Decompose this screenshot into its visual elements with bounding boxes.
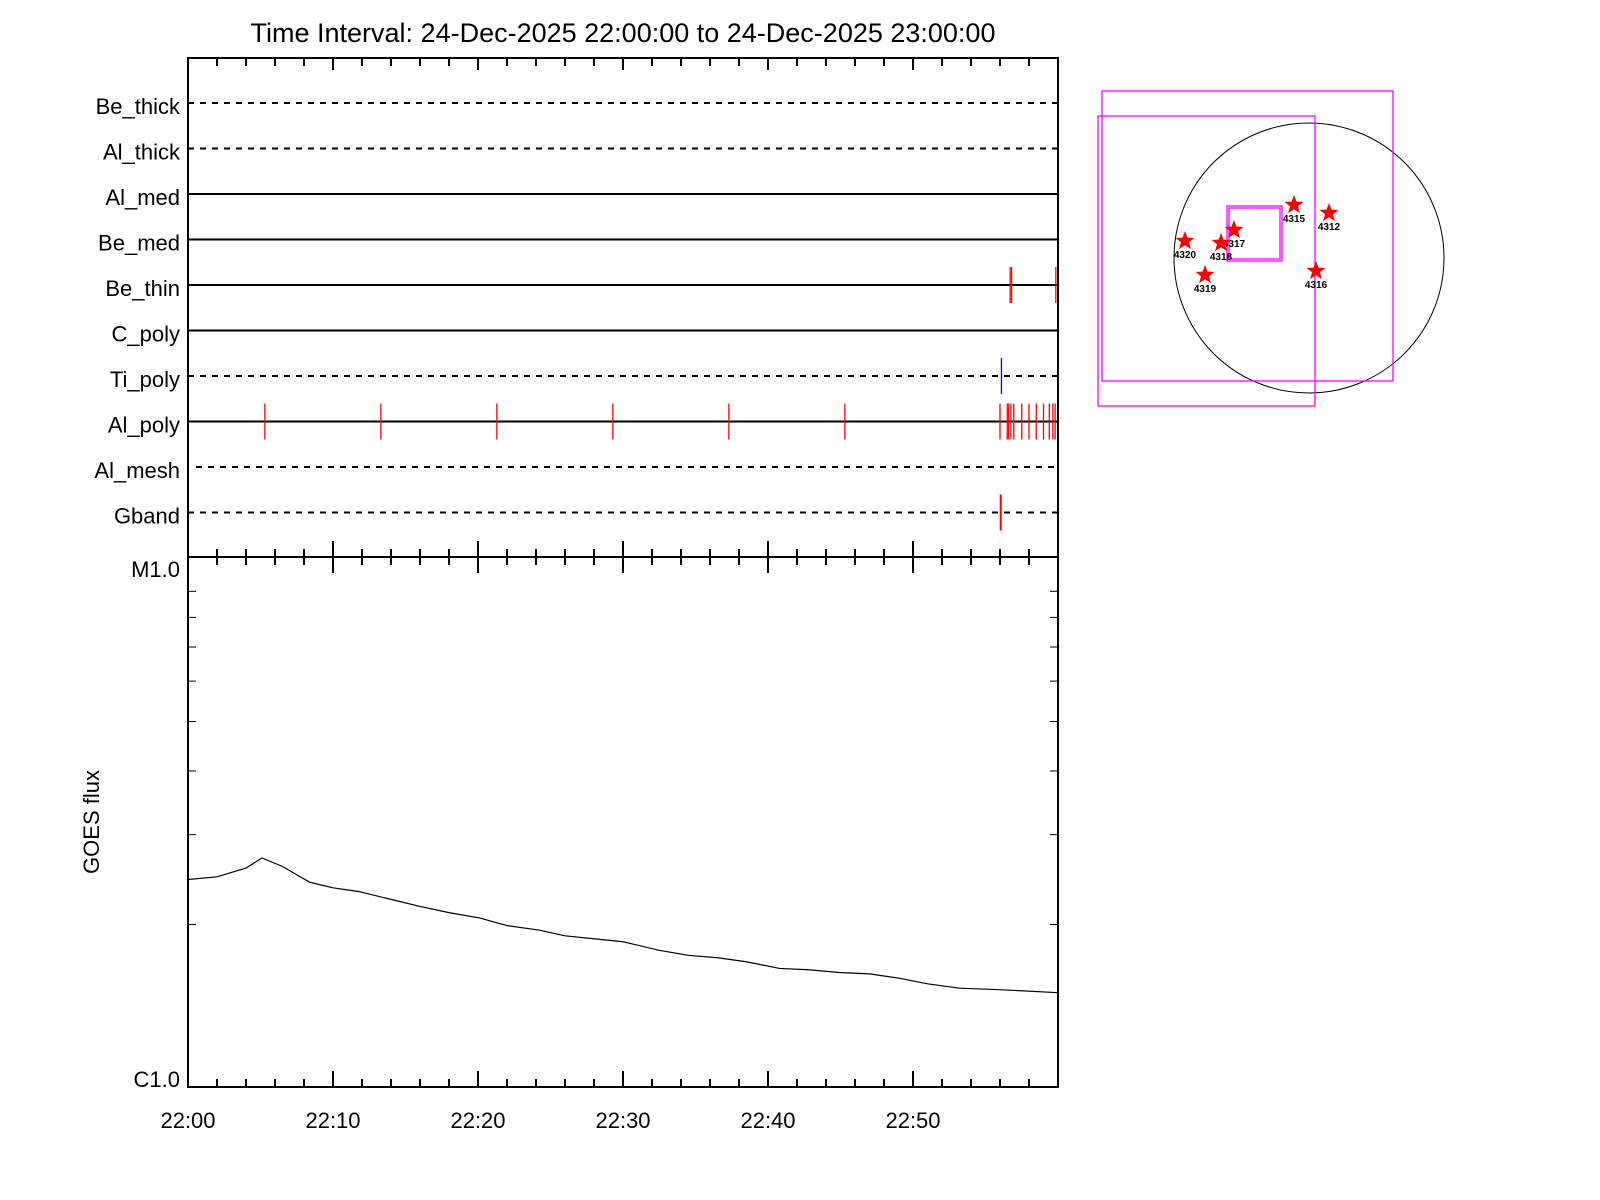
row-label-Al_thick: Al_thick <box>103 140 181 165</box>
row-label-Be_thin: Be_thin <box>105 276 180 301</box>
detector-panel-frame <box>187 57 1059 558</box>
active-region-star <box>1224 220 1244 239</box>
active-region-label: 4316 <box>1305 280 1328 291</box>
x-tick-label: 22:30 <box>595 1108 650 1133</box>
active-region-label: 4312 <box>1318 222 1341 233</box>
x-tick-label: 22:10 <box>305 1108 360 1133</box>
chart-title: Time Interval: 24-Dec-2025 22:00:00 to 2… <box>251 18 996 48</box>
active-region-label: 4315 <box>1283 214 1306 225</box>
y-axis-label: GOES flux <box>79 770 104 874</box>
row-label-Al_med: Al_med <box>105 185 180 210</box>
row-label-Be_med: Be_med <box>98 231 180 256</box>
active-region-label: 4319 <box>1194 284 1217 295</box>
solar-disk <box>1173 122 1445 394</box>
goes-flux-line <box>187 857 1059 994</box>
active-region-star <box>1195 265 1215 284</box>
x-tick-label: 22:20 <box>450 1108 505 1133</box>
active-region-label: 4320 <box>1174 250 1197 261</box>
flux-panel-frame <box>187 556 1059 1088</box>
x-tick-label: 22:40 <box>740 1108 795 1133</box>
active-region-star <box>1211 233 1231 252</box>
y-tick-label: C1.0 <box>134 1067 180 1092</box>
row-label-Be_thick: Be_thick <box>96 94 181 119</box>
active-region-label: 4318 <box>1210 252 1233 263</box>
row-label-Al_poly: Al_poly <box>108 413 180 438</box>
row-label-C_poly: C_poly <box>112 322 180 347</box>
x-tick-label: 22:50 <box>885 1108 940 1133</box>
field-of-view-box <box>1101 90 1394 382</box>
active-region-star <box>1306 261 1326 280</box>
active-region-label: 4317 <box>1223 239 1246 250</box>
active-region-star <box>1175 231 1195 250</box>
active-region-star <box>1284 195 1304 214</box>
active-region-star <box>1319 203 1339 222</box>
field-of-view-box <box>1226 205 1283 262</box>
y-tick-label: M1.0 <box>131 557 180 582</box>
row-label-Gband: Gband <box>114 504 180 529</box>
field-of-view-box <box>1228 207 1281 260</box>
row-label-Ti_poly: Ti_poly <box>110 367 180 392</box>
field-of-view-box <box>1097 115 1316 407</box>
row-label-Al_mesh: Al_mesh <box>94 458 180 483</box>
x-tick-label: 22:00 <box>160 1108 215 1133</box>
